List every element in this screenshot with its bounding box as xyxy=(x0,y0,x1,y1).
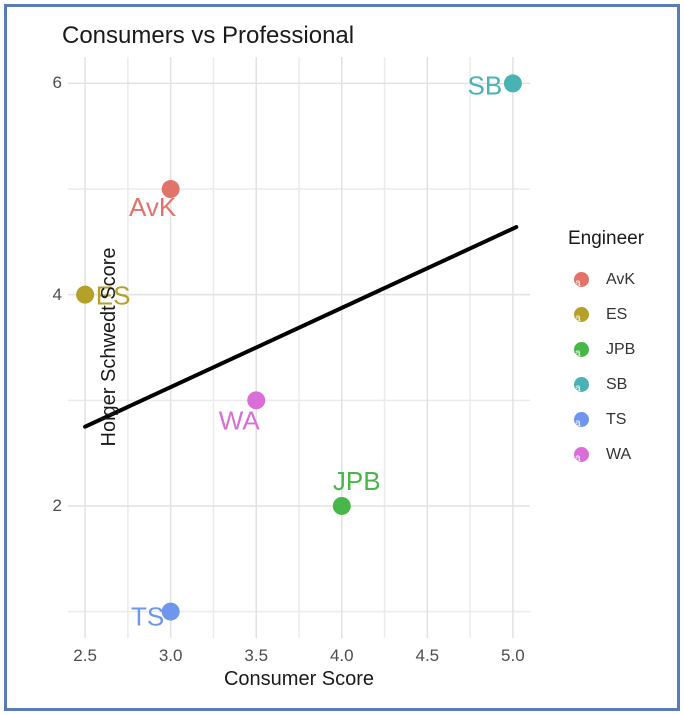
legend-entry-label: WA xyxy=(606,445,632,463)
point-label-sb: SB xyxy=(468,70,503,100)
x-axis-title: Consumer Score xyxy=(223,668,375,690)
plot-canvas: AvK ES JPB SB TS WA xyxy=(68,57,530,638)
y-axis-title: Holger Schwedt Score xyxy=(97,247,120,447)
point-label-avk: AvK xyxy=(129,192,177,222)
data-point-jpb xyxy=(332,496,351,515)
point-label-es: ES xyxy=(96,281,131,311)
legend-key-dot-ts: a xyxy=(574,412,589,429)
data-point-ts xyxy=(161,602,180,621)
legend-entry-sb: a SB xyxy=(566,367,644,402)
trend-line xyxy=(83,225,519,429)
legend-entry-label: TS xyxy=(606,410,627,428)
point-label-jpb: JPB xyxy=(333,466,381,496)
x-tick-label-5.0: 5.0 xyxy=(501,646,525,665)
point-label-wa: WA xyxy=(219,405,261,435)
legend-title: Engineer xyxy=(568,228,645,249)
legend: Engineer a AvK a ES a JPB a SB a TS a WA xyxy=(566,228,644,472)
legend-key-dot-avk: a xyxy=(574,272,589,289)
legend-key-text-glyph: a xyxy=(575,418,581,429)
legend-key-text-glyph: a xyxy=(575,313,581,324)
data-point-es xyxy=(76,285,95,304)
x-tick-label-3.0: 3.0 xyxy=(158,646,183,665)
legend-key-text-glyph: a xyxy=(575,348,581,359)
legend-key-dot-wa: a xyxy=(574,447,589,464)
point-label-ts: TS xyxy=(131,602,164,632)
x-tick-label-3.5: 3.5 xyxy=(244,646,269,665)
x-tick-label-4.5: 4.5 xyxy=(415,646,440,665)
legend-key-dot-es: a xyxy=(574,307,589,324)
data-point-avk xyxy=(161,180,180,199)
legend-entry-label: AvK xyxy=(606,270,636,288)
legend-entry-jpb: a JPB xyxy=(566,332,644,367)
x-tick-label-2.5: 2.5 xyxy=(73,646,97,665)
data-point-sb xyxy=(503,74,522,93)
legend-key-text-glyph: a xyxy=(575,453,581,464)
legend-entry-avk: a AvK xyxy=(566,262,644,297)
legend-entry-label: SB xyxy=(606,375,628,393)
y-tick-label-6: 6 xyxy=(52,73,62,93)
legend-key-text-glyph: a xyxy=(575,383,581,394)
legend-key-text-glyph: a xyxy=(575,278,581,289)
legend-entry-es: a ES xyxy=(566,297,644,332)
legend-key-dot-sb: a xyxy=(574,377,589,394)
y-tick-label-2: 2 xyxy=(52,495,62,515)
legend-entry-wa: a WA xyxy=(566,437,644,472)
legend-entries: a AvK a ES a JPB a SB a TS a WA xyxy=(566,262,644,472)
x-tick-label-4.0: 4.0 xyxy=(329,646,354,665)
legend-entry-label: ES xyxy=(606,305,628,323)
data-point-wa xyxy=(247,391,266,410)
legend-key-dot-jpb: a xyxy=(574,342,589,359)
plot-panel: AvK ES JPB SB TS WA xyxy=(68,57,530,638)
y-tick-label-4: 4 xyxy=(52,284,62,304)
legend-entry-ts: a TS xyxy=(566,402,644,437)
legend-entry-label: JPB xyxy=(606,340,636,358)
chart-title: Consumers vs Professional xyxy=(62,22,355,49)
